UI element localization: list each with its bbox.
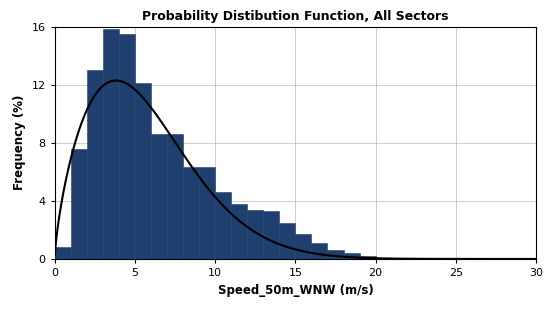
Y-axis label: Frequency (%): Frequency (%)	[13, 95, 26, 191]
Bar	[263, 211, 280, 259]
Bar	[199, 167, 215, 259]
Bar	[151, 134, 167, 259]
Bar	[328, 250, 344, 259]
Bar	[55, 247, 71, 259]
Bar	[247, 209, 263, 259]
Bar	[359, 256, 376, 259]
Bar	[344, 253, 359, 259]
Bar	[87, 70, 103, 259]
Bar	[376, 258, 392, 259]
Bar	[183, 167, 199, 259]
X-axis label: Speed_50m_WNW (m/s): Speed_50m_WNW (m/s)	[218, 284, 373, 296]
Bar	[295, 234, 311, 259]
Bar	[311, 243, 328, 259]
Bar	[167, 134, 183, 259]
Title: Probability Distibution Function, All Sectors: Probability Distibution Function, All Se…	[142, 10, 449, 23]
Bar	[103, 30, 119, 259]
Bar	[231, 204, 247, 259]
Bar	[71, 148, 87, 259]
Bar	[280, 223, 295, 259]
Bar	[119, 34, 135, 259]
Legend: Actual data, Best-fit Weibull distribution (k=1.71, c=6.38 m/s): Actual data, Best-fit Weibull distributi…	[97, 329, 494, 332]
Bar	[215, 192, 231, 259]
Bar	[135, 83, 151, 259]
